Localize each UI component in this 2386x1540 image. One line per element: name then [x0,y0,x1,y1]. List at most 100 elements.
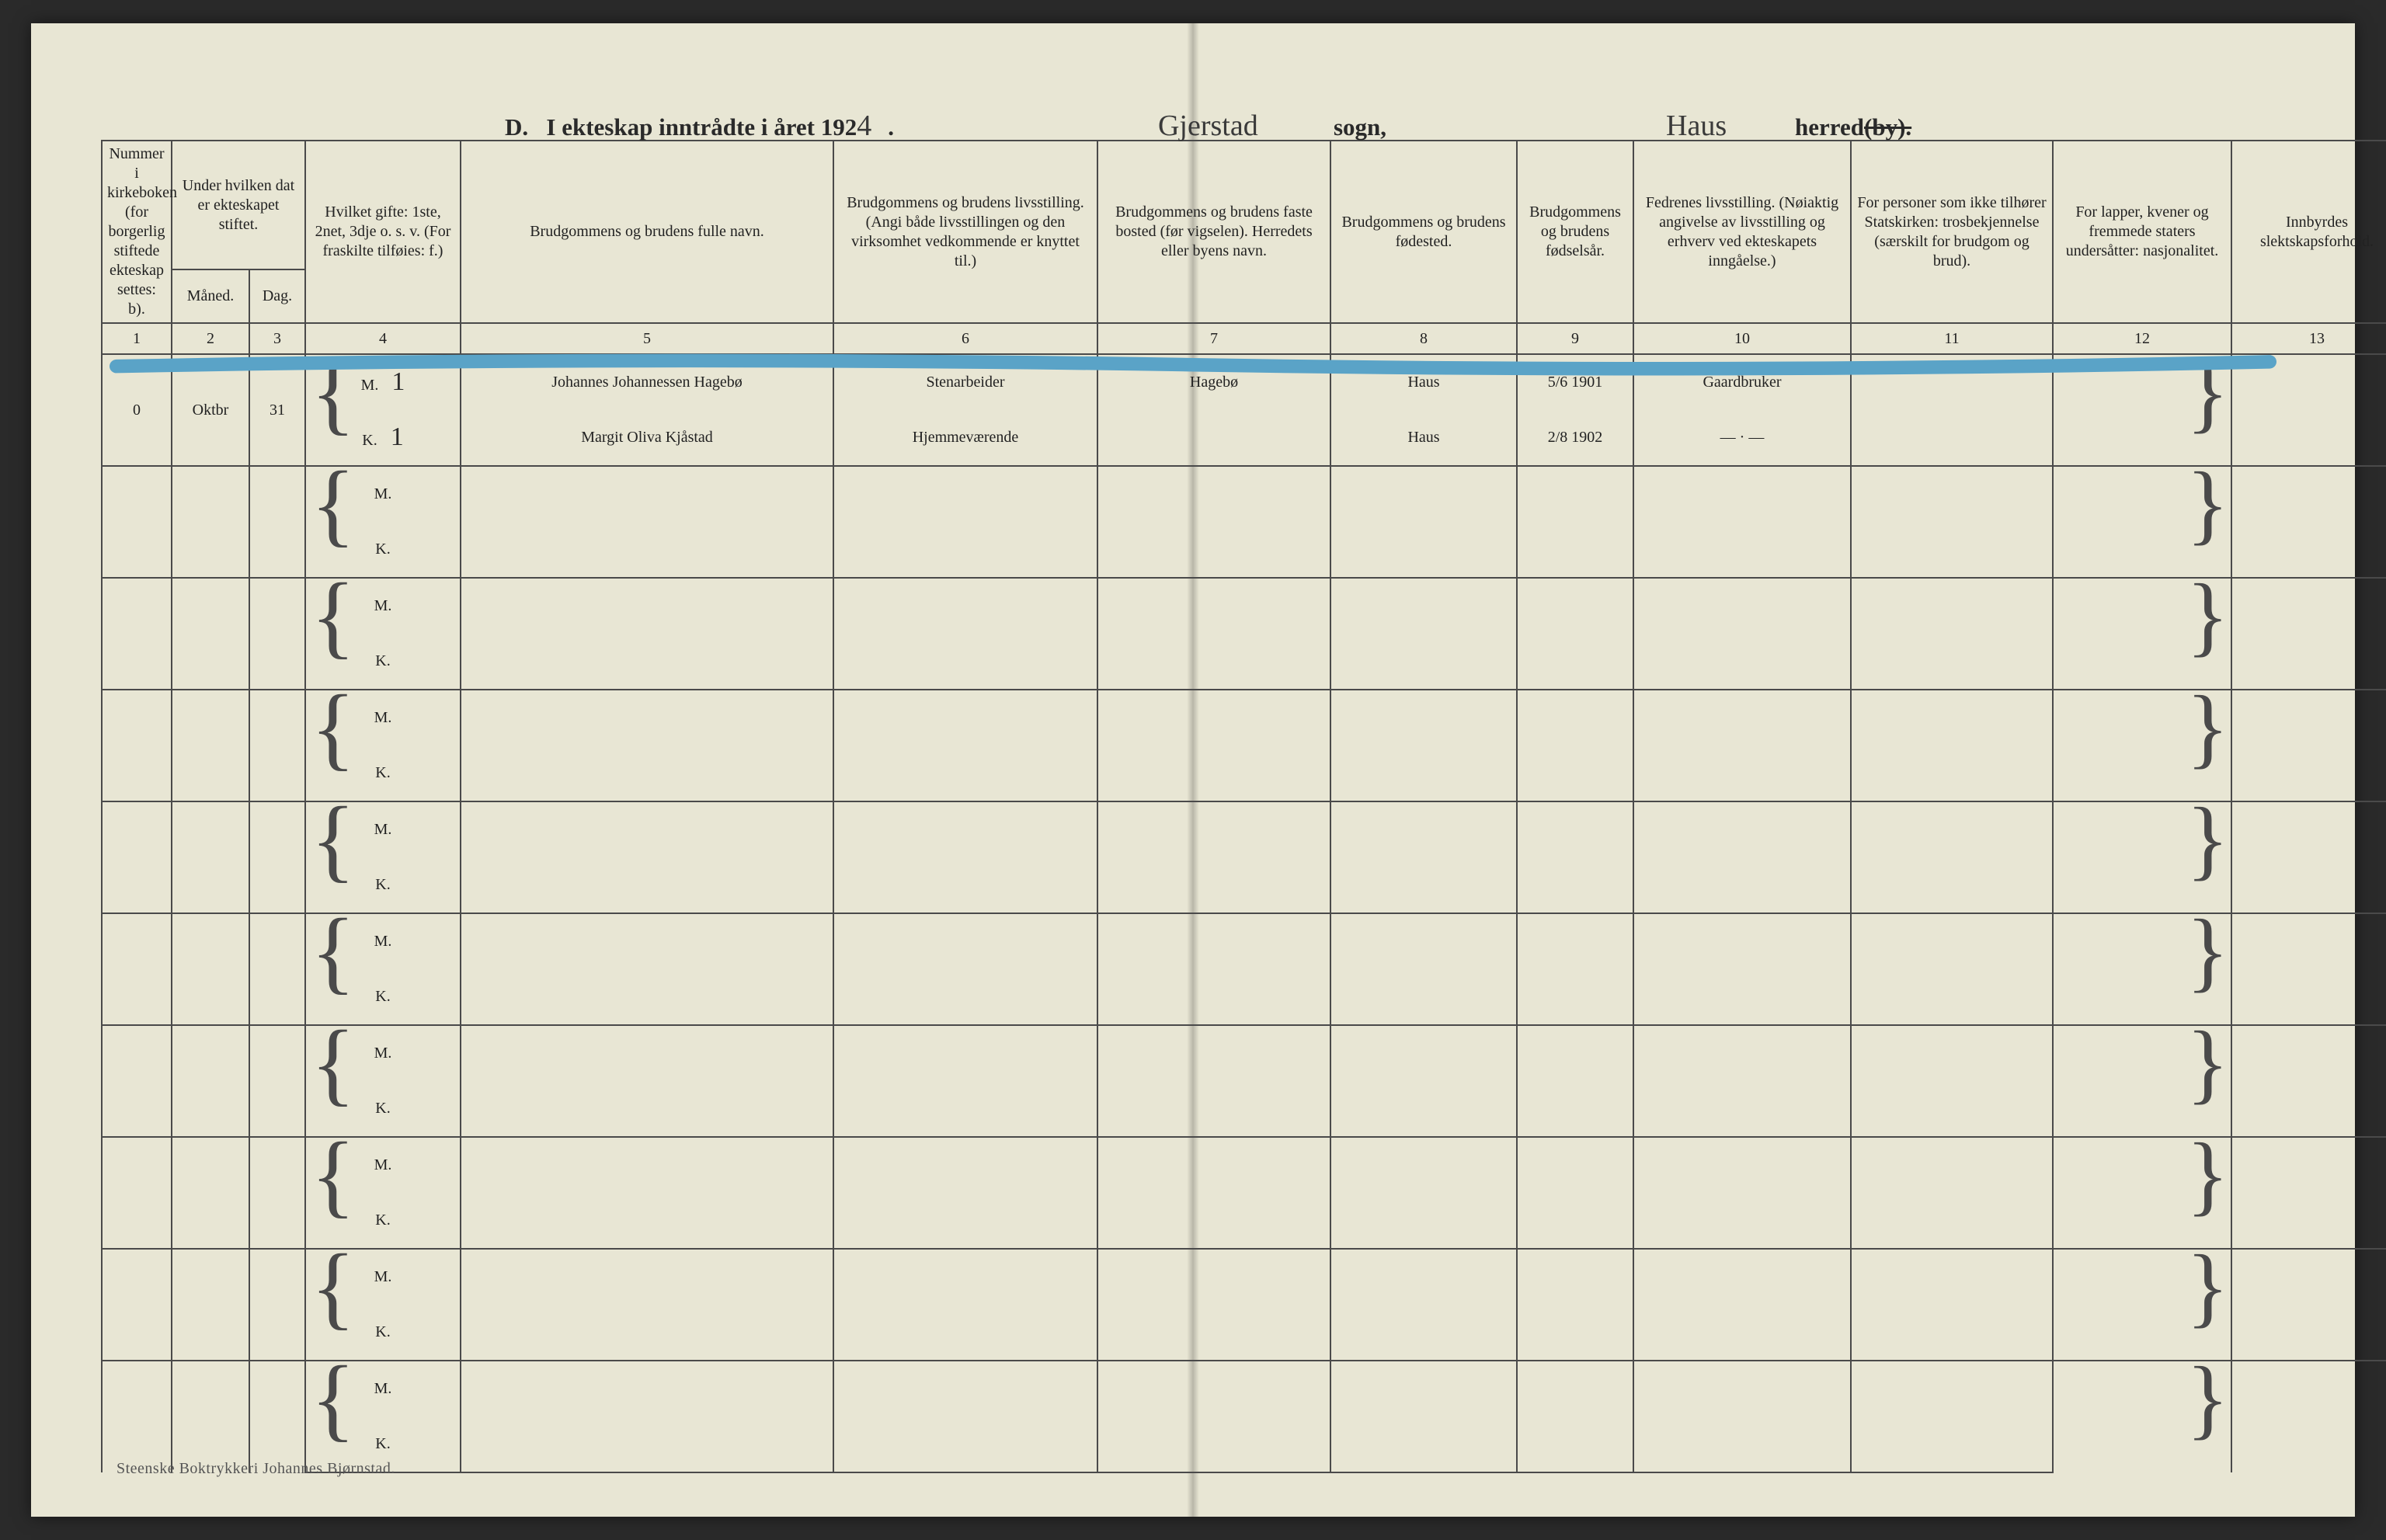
sex-m-label: M. [374,485,392,502]
blank-sex-m: {M. [305,690,461,746]
blank-c9 [1517,1025,1633,1081]
blank-c12 [2053,578,2231,690]
blank-c13 [2231,1025,2386,1137]
blank-c9 [1517,522,1633,578]
blank-c7 [1097,913,1330,969]
groom-livsstilling: Stenarbeider [833,354,1097,410]
register-table: Nummer i kirkeboken (for borgerlig stift… [101,140,2386,1473]
entry-dag: 31 [249,354,305,466]
hdr-7: Brudgommens og brudens faste bosted (før… [1097,141,1330,323]
blank-num [102,690,172,801]
sex-m-label: M. [374,1045,392,1062]
sex-k-label: K. [375,1435,390,1452]
hdr-5: Brudgommens og brudens fulle navn. [461,141,833,323]
blank-c9 [1517,466,1633,522]
blank-c13 [2231,1361,2386,1472]
blank-c7 [1097,1305,1330,1361]
blank-c11 [1851,1081,2053,1137]
blank-num [102,466,172,578]
blank-c8 [1330,857,1517,913]
blank-c11 [1851,857,2053,913]
blank-c9 [1517,1081,1633,1137]
blank-c12 [2053,1361,2231,1472]
header-row: Nummer i kirkeboken (for borgerlig stift… [102,141,2386,269]
blank-c12 [2053,801,2231,913]
colnum-11: 11 [1851,323,2053,354]
table-row: {M. [102,578,2386,634]
bride-name: Margit Oliva Kjåstad [461,410,833,466]
blank-c8 [1330,801,1517,857]
blank-c8 [1330,522,1517,578]
groom-far: Gaardbruker [1633,354,1851,410]
hdr-2b: Dag. [249,269,305,323]
sex-k-label: K. [375,1323,390,1340]
blank-c11 [1851,969,2053,1025]
hdr-2: Under hvilken dat er ekteskapet stiftet. [172,141,305,269]
sex-k-label: K. [375,652,390,669]
blank-c6 [833,466,1097,522]
blank-c13 [2231,466,2386,578]
blank-c8 [1330,1193,1517,1249]
sex-m-label: M. [374,1268,392,1285]
blank-c7 [1097,1193,1330,1249]
sex-k-label: K. [362,432,377,449]
sex-m-label: M. [361,377,379,394]
groom-c11 [1851,354,2053,410]
sex-m-label: M. [374,933,392,950]
blank-c10 [1633,1081,1851,1137]
bride-c11 [1851,410,2053,466]
blank-c10 [1633,690,1851,746]
blank-dag [249,690,305,801]
blank-c7 [1097,1249,1330,1305]
sex-m-label: M. [374,1156,392,1173]
blank-c6 [833,746,1097,801]
blank-num [102,913,172,1025]
table-row: K. [102,1417,2386,1472]
blank-c11 [1851,1249,2053,1305]
blank-c8 [1330,746,1517,801]
table-row: K. [102,1081,2386,1137]
blank-c9 [1517,1361,1633,1417]
blank-c11 [1851,522,2053,578]
title-suffix1: . [888,113,894,141]
sex-k: K. 1 [305,410,461,466]
blank-maaned [172,1249,249,1361]
blank-sex-m: {M. [305,578,461,634]
blank-c12 [2053,690,2231,801]
entry-maaned: Oktbr [172,354,249,466]
blank-sex-k: K. [305,1305,461,1361]
blank-sex-k: K. [305,522,461,578]
hdr-4: Hvilket gifte: 1ste, 2net, 3dje o. s. v.… [305,141,461,323]
sex-k-label: K. [375,764,390,781]
title-herred-script: Haus [1666,109,1790,143]
groom-gifte: 1 [382,367,405,396]
title-by-struck: (by). [1864,113,1911,141]
title-herred-word: herred [1795,113,1864,141]
blank-c7 [1097,634,1330,690]
blank-c11 [1851,1361,2053,1417]
blank-sex-m: {M. [305,1361,461,1417]
blank-c10 [1633,1305,1851,1361]
blank-c10 [1633,857,1851,913]
colnum-1: 1 [102,323,172,354]
blank-c6 [833,522,1097,578]
colnum-13: 13 [2231,323,2386,354]
blank-c10 [1633,1249,1851,1305]
blank-sex-k: K. [305,857,461,913]
sex-k-label: K. [375,1100,390,1117]
blank-dag [249,466,305,578]
sex-k-label: K. [375,541,390,558]
table-row: {M. [102,1249,2386,1305]
groom-fodested: Haus [1330,354,1517,410]
hdr-9: Brudgommens og brudens fødselsår. [1517,141,1633,323]
blank-sex-m: {M. [305,1249,461,1305]
table-row: K. [102,522,2386,578]
blank-c13 [2231,801,2386,913]
bride-fodested: Haus [1330,410,1517,466]
colnum-9: 9 [1517,323,1633,354]
blank-sex-k: K. [305,634,461,690]
blank-c7 [1097,690,1330,746]
colnum-8: 8 [1330,323,1517,354]
blank-c9 [1517,913,1633,969]
title-sogn-script: Gjerstad [1158,109,1329,143]
